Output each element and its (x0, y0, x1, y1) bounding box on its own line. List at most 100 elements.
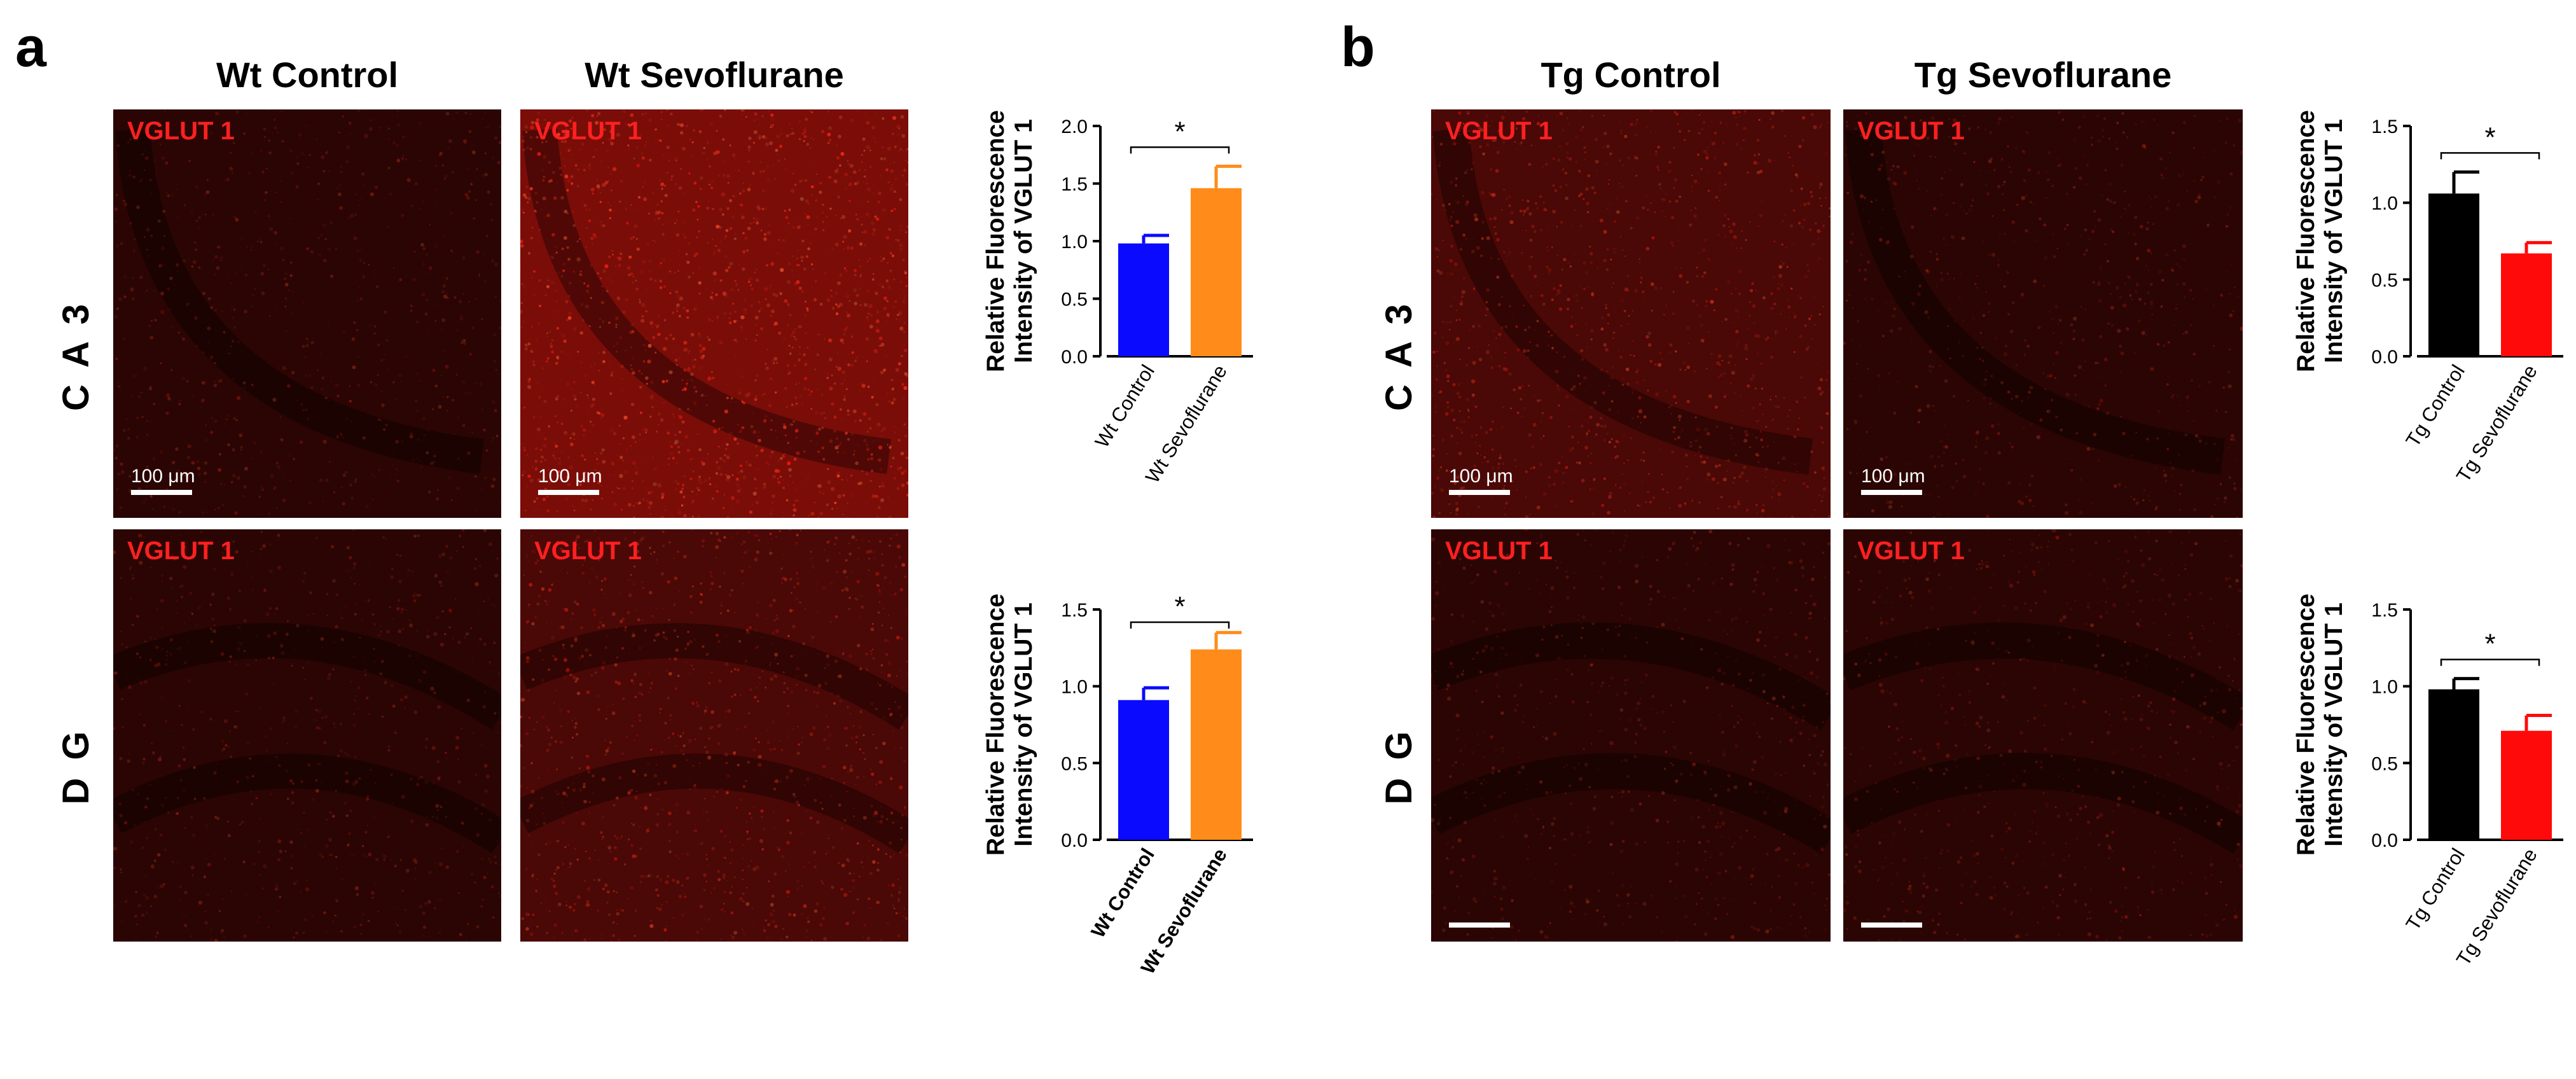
micrograph-wt-control-ca3: VGLUT 1 100 μm (113, 109, 501, 518)
significance-bracket: * (2440, 629, 2540, 666)
y-tick-label: 0.0 (1061, 347, 1088, 368)
scale-bar (1861, 490, 1922, 495)
fluorescence-texture (113, 529, 501, 942)
micrograph-wt-control-dg: VGLUT 1 (113, 529, 501, 942)
fluorescence-texture (113, 109, 501, 518)
row-label-ca3-b: C A 3 (1378, 300, 1420, 411)
bar-chart-tg-ca3: Relative Fluorescence Intensity of VGLUT … (2292, 110, 2563, 486)
row-label-dg-b: D G (1378, 727, 1420, 805)
scale-bar (1449, 922, 1510, 928)
significance-star: * (1174, 116, 1185, 147)
stain-label: VGLUT 1 (1857, 537, 1965, 565)
fluorescence-texture (520, 109, 908, 518)
fluorescence-texture (1843, 109, 2243, 518)
y-tick-label: 1.5 (2371, 116, 2398, 137)
bracket-line (1130, 621, 1230, 629)
y-tick-label: 0.5 (1061, 289, 1088, 310)
scale-bar (1449, 490, 1510, 495)
micrograph-tg-sevoflurane-ca3: VGLUT 1 100 μm (1843, 109, 2243, 518)
row-label-ca3-a: C A 3 (55, 300, 97, 411)
stain-label: VGLUT 1 (127, 537, 235, 565)
scale-bar-label: 100 μm (1449, 466, 1513, 487)
bar-chart-wt-ca3: Relative Fluorescence Intensity of VGLUT … (982, 110, 1253, 487)
y-tick-label: 1.5 (2371, 600, 2398, 621)
micrograph-tg-sevoflurane-dg: VGLUT 1 (1843, 529, 2243, 942)
y-axis-label: Relative Fluorescence Intensity of VGLUT … (2292, 110, 2348, 372)
significance-bracket: * (2440, 122, 2540, 160)
significance-bracket: * (1130, 116, 1230, 154)
y-tick-label: 1.0 (2371, 193, 2398, 214)
y-axis-label: Relative Fluorescence Intensity of VGLUT … (982, 110, 1037, 372)
bracket-line (2440, 152, 2540, 160)
bar (1191, 188, 1242, 356)
y-tick-label: 1.0 (2371, 677, 2398, 698)
y-tick-label: 1.5 (1061, 174, 1088, 195)
bracket-line (2440, 658, 2540, 666)
x-category-label: Wt Control (1091, 361, 1159, 452)
micrograph-tg-control-dg: VGLUT 1 (1431, 529, 1831, 942)
scale-bar (131, 490, 192, 495)
bar-chart-tg-dg: Relative Fluorescence Intensity of VGLUT … (2292, 594, 2563, 970)
y-axis-label-line-2: Intensity of VGLUT 1 (1010, 119, 1037, 363)
x-category-label: Wt Sevoflurane (1141, 361, 1231, 487)
col-title-tg-control: Tg Control (1541, 55, 1721, 95)
col-title-wt-control: Wt Control (216, 55, 399, 95)
micrograph-tg-control-ca3: VGLUT 1 100 μm (1431, 109, 1831, 518)
y-tick-label: 1.5 (1061, 600, 1088, 621)
stain-label: VGLUT 1 (534, 537, 642, 565)
fluorescence-texture (520, 529, 908, 942)
fluorescence-texture (1431, 529, 1831, 942)
y-tick-label: 0.0 (1061, 830, 1088, 851)
y-axis-label: Relative Fluorescence Intensity of VGLUT … (2292, 594, 2348, 856)
x-category-label: Tg Control (2402, 844, 2469, 934)
y-axis-label-line-2: Intensity of VGLUT 1 (2320, 602, 2348, 847)
x-category-label: Tg Control (2402, 361, 2469, 450)
stain-label: VGLUT 1 (1857, 117, 1965, 145)
scale-bar-label: 100 μm (538, 466, 602, 487)
bar-chart-wt-dg: Relative Fluorescence Intensity of VGLUT … (982, 591, 1253, 978)
scale-bar (1861, 922, 1922, 928)
bar (2501, 730, 2552, 840)
bar (2428, 193, 2479, 356)
bar (1118, 243, 1169, 356)
significance-star: * (1174, 591, 1185, 622)
col-title-wt-sevoflurane: Wt Sevoflurane (585, 55, 844, 95)
y-axis-label-line-1: Relative Fluorescence (982, 594, 1009, 856)
scale-bar (538, 490, 599, 495)
fluorescence-texture (1843, 529, 2243, 942)
bar (2428, 689, 2479, 840)
bar (2501, 253, 2552, 356)
y-axis-label-line-1: Relative Fluorescence (982, 110, 1009, 372)
bracket-line (1130, 146, 1230, 154)
y-tick-label: 0.5 (2371, 270, 2398, 291)
y-tick-label: 0.5 (1061, 753, 1088, 774)
panel-b-letter: b (1341, 15, 1375, 78)
y-tick-label: 2.0 (1061, 116, 1088, 137)
significance-star: * (2484, 122, 2495, 153)
y-tick-label: 0.0 (2371, 347, 2398, 368)
y-axis-label-line-1: Relative Fluorescence (2292, 110, 2320, 372)
y-tick-label: 0.5 (2371, 753, 2398, 774)
y-tick-label: 1.0 (1061, 677, 1088, 698)
panel-a-letter: a (15, 15, 46, 78)
y-axis-label: Relative Fluorescence Intensity of VGLUT … (982, 594, 1037, 856)
x-category-label: Tg Sevoflurane (2452, 361, 2542, 486)
y-axis-label-line-2: Intensity of VGLUT 1 (2320, 119, 2348, 363)
micrograph-wt-sevoflurane-dg: VGLUT 1 (520, 529, 908, 942)
stain-label: VGLUT 1 (127, 117, 235, 145)
x-category-label: Tg Sevoflurane (2452, 844, 2542, 970)
stain-label: VGLUT 1 (1445, 537, 1553, 565)
col-title-tg-sevoflurane: Tg Sevoflurane (1914, 55, 2172, 95)
y-tick-label: 1.0 (1061, 232, 1088, 253)
bar (1118, 700, 1169, 840)
significance-star: * (2484, 629, 2495, 660)
x-category-label: Wt Control (1086, 844, 1159, 942)
y-axis-label-line-2: Intensity of VGLUT 1 (1010, 602, 1037, 847)
bar (1191, 649, 1242, 840)
y-tick-label: 0.0 (2371, 830, 2398, 851)
y-axis-label-line-1: Relative Fluorescence (2292, 594, 2320, 856)
scale-bar-label: 100 μm (1861, 466, 1925, 487)
micrograph-wt-sevoflurane-ca3: VGLUT 1 100 μm (520, 109, 908, 518)
scale-bar-label: 100 μm (131, 466, 195, 487)
significance-bracket: * (1130, 591, 1230, 629)
